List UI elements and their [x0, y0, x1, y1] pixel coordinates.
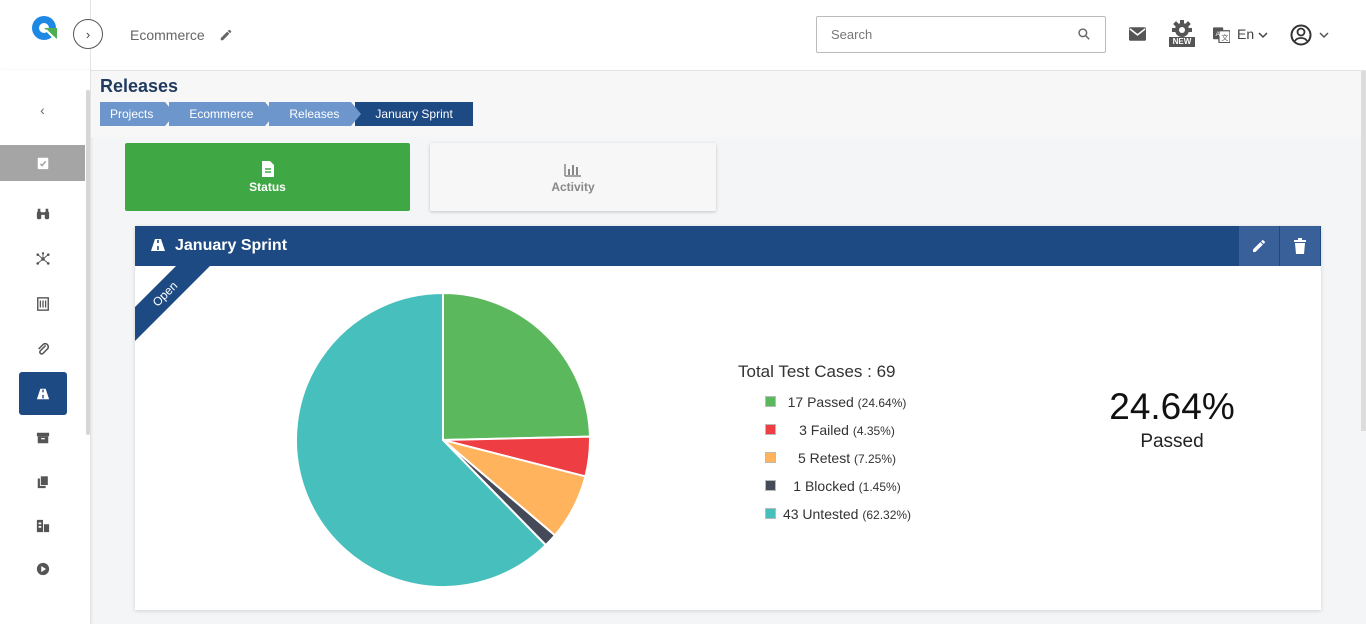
chart-legend: 17 Passed (24.64%) 3 Failed (4.35%) 5 Re…	[765, 392, 965, 532]
copy-icon	[37, 475, 49, 489]
search-input[interactable]	[829, 26, 1063, 43]
pie-slice-untested[interactable]	[295, 292, 548, 588]
translate-icon[interactable]: A文	[1213, 27, 1230, 43]
release-card: January Sprint Open Total Test Cases : 6…	[135, 226, 1321, 610]
bar-chart-icon	[564, 164, 581, 177]
page-title: Releases	[100, 76, 179, 96]
language-label: En	[1237, 26, 1255, 42]
edit-project-icon[interactable]	[219, 28, 233, 42]
new-badge: NEW	[1169, 37, 1195, 47]
project-name: Ecommerce	[130, 27, 205, 43]
pass-rate-label: Passed	[1140, 431, 1204, 452]
sidebar-item-reports[interactable]	[0, 508, 85, 544]
legend-item: 1 Blocked (1.45%)	[765, 476, 965, 504]
chevron-down-icon	[1258, 32, 1268, 39]
mail-icon[interactable]	[1129, 27, 1146, 41]
legend-percent: (24.64%)	[857, 396, 907, 410]
user-avatar-icon	[1290, 24, 1312, 46]
search-icon[interactable]	[1077, 27, 1091, 41]
sidebar-item-dashboard[interactable]	[0, 145, 85, 181]
delete-release-button[interactable]	[1280, 226, 1320, 266]
chevron-left-icon: ‹	[40, 102, 45, 118]
legend-item: 5 Retest (7.25%)	[765, 448, 965, 476]
legend-percent: (62.32%)	[862, 508, 912, 522]
legend-label: 17 Passed	[787, 394, 854, 410]
language-selector[interactable]: En	[1237, 26, 1268, 42]
sidebar: ‹	[0, 70, 91, 624]
tab-activity-label: Activity	[551, 180, 595, 194]
play-circle-icon	[36, 562, 49, 576]
chevron-down-icon	[1319, 32, 1329, 39]
road-icon	[151, 239, 165, 251]
legend-swatch-retest	[765, 452, 776, 463]
legend-percent: (1.45%)	[858, 480, 901, 494]
page-scrollbar[interactable]	[1361, 71, 1366, 431]
chevron-right-icon: ›	[85, 26, 91, 42]
whats-new-button[interactable]: NEW	[1169, 20, 1195, 47]
document-icon	[261, 161, 274, 177]
breadcrumb-current: January Sprint	[355, 102, 473, 126]
edit-release-button[interactable]	[1239, 226, 1279, 266]
status-ribbon-label: Open	[135, 266, 215, 346]
test-status-pie-chart	[295, 292, 591, 588]
pass-rate-value: 24.64%	[1109, 386, 1235, 427]
legend-percent: (4.35%)	[852, 424, 895, 438]
legend-swatch-blocked	[765, 480, 776, 491]
user-menu[interactable]	[1290, 24, 1332, 46]
sidebar-item-requirements[interactable]	[0, 241, 85, 277]
clipboard-check-icon	[37, 157, 48, 170]
pencil-icon	[1253, 239, 1266, 252]
release-title: January Sprint	[175, 237, 288, 254]
legend-swatch-failed	[765, 424, 776, 435]
sidebar-item-archive[interactable]	[0, 420, 85, 456]
tab-status[interactable]: Status	[125, 143, 410, 211]
document-list-icon	[36, 297, 49, 311]
top-bar: Ecommerce NEW A文 En	[0, 0, 1366, 71]
sidebar-item-documents[interactable]	[0, 464, 85, 500]
expand-sidebar-button[interactable]: ›	[73, 19, 103, 49]
release-card-header: January Sprint	[135, 226, 1321, 266]
sidebar-item-attachments[interactable]	[0, 331, 85, 367]
archive-box-icon	[36, 432, 49, 444]
svg-text:A: A	[1216, 31, 1221, 38]
report-icon	[36, 519, 49, 533]
legend-label: 3 Failed	[799, 422, 849, 438]
tab-status-label: Status	[249, 180, 286, 194]
legend-item: 43 Untested (62.32%)	[765, 504, 965, 532]
breadcrumb-releases[interactable]: Releases	[269, 102, 362, 126]
total-test-cases: Total Test Cases : 69	[738, 362, 896, 381]
status-ribbon: Open	[135, 266, 215, 346]
sidebar-item-test-cases[interactable]	[0, 286, 85, 322]
pie-slice-passed[interactable]	[442, 292, 591, 442]
sidebar-item-explore[interactable]	[0, 196, 85, 232]
search-box[interactable]	[816, 16, 1106, 53]
legend-item: 3 Failed (4.35%)	[765, 420, 965, 448]
breadcrumb-projects[interactable]: Projects	[100, 102, 176, 126]
breadcrumb: Projects Ecommerce Releases January Spri…	[100, 102, 473, 126]
sidebar-scrollbar[interactable]	[86, 90, 90, 435]
collapse-sidebar-button[interactable]: ‹	[0, 92, 85, 128]
tab-activity[interactable]: Activity	[430, 143, 716, 211]
svg-text:文: 文	[1222, 33, 1229, 42]
legend-label: 1 Blocked	[793, 478, 855, 494]
breadcrumb-ecommerce[interactable]: Ecommerce	[169, 102, 276, 126]
app-logo-icon[interactable]	[31, 15, 59, 43]
legend-label: 5 Retest	[797, 450, 851, 466]
legend-item: 17 Passed (24.64%)	[765, 392, 965, 420]
road-icon	[36, 388, 50, 399]
legend-percent: (7.25%)	[854, 452, 897, 466]
sidebar-item-releases[interactable]	[19, 372, 67, 415]
paperclip-icon	[37, 342, 49, 355]
binoculars-icon	[36, 208, 49, 220]
legend-swatch-passed	[765, 396, 776, 407]
legend-label: 43 Untested	[782, 506, 859, 522]
trash-icon	[1294, 238, 1306, 254]
sidebar-item-runs[interactable]	[0, 551, 85, 587]
legend-swatch-untested	[765, 508, 776, 519]
network-icon	[35, 252, 50, 265]
gear-icon	[1172, 20, 1192, 37]
